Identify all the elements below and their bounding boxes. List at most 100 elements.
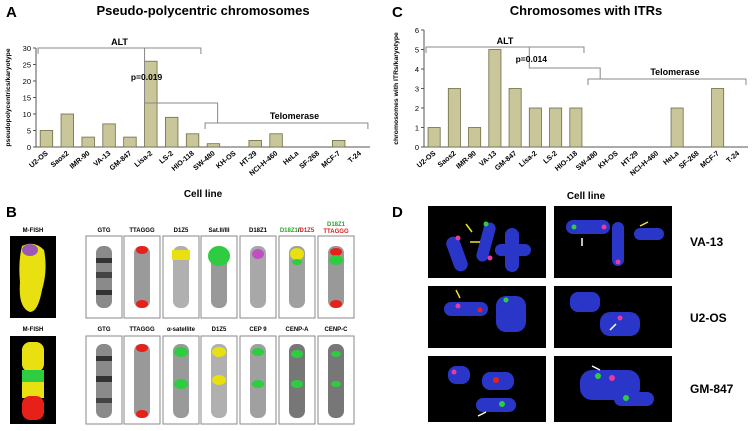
bar [508,88,522,148]
d-label-va13: VA-13 [690,235,723,249]
b-row1-label-6: D18Z1/D1Z5 [280,228,315,234]
bar [144,60,158,148]
x-tick-label: HIO-118 [170,149,196,173]
telomerase-label: Telomerase [270,111,319,121]
b-row2-d1z5 [200,335,238,425]
chart-itr-chromosomes: Chromosomes with ITRs 0 1 2 3 4 5 6 chromosomes … [393,3,748,202]
b-combo-sep: / [298,228,300,234]
b-row2-label-6: CENP-A [285,327,309,333]
b-row2-mfish [10,336,56,424]
panel-letter-a: A [6,4,17,21]
d-label-gm847: GM-847 [690,382,734,396]
bar [102,123,116,148]
b-row2-label-2: TTAGGG [129,327,155,333]
panel-b-images: M-FISH GTG TTAGGG D1Z5 Sat.II/III D18Z1 … [10,222,355,425]
b-row2-label-4: D1Z5 [212,327,227,333]
bar [185,133,200,148]
b-row1-mfish [10,236,56,318]
y-tick-label: 25 [23,61,31,70]
b-row1-label-2: TTAGGG [129,228,155,234]
p-value: p=0.019 [131,72,163,82]
bar [447,88,461,148]
chart-title: Pseudo-polycentric chromosomes [96,3,309,18]
b-combo-green: D18Z1 [280,228,299,234]
bar [123,136,137,148]
y-tick-label: 5 [27,127,31,136]
d-label-u2os: U2-OS [690,311,727,325]
y-tick-label: 6 [415,26,419,35]
y-tick-label: 2 [415,104,419,113]
x-tick-label: Saos2 [436,149,458,170]
b-combo-red: D1Z5 [300,228,315,234]
x-tick-label: Lisa-2 [517,149,539,169]
x-tick-label: SW-480 [574,149,600,172]
x-tick-label: SW-480 [191,149,217,172]
b-row2-label-0: M-FISH [23,327,44,333]
x-tick-label: SF-268 [297,149,321,171]
p-value: p=0.014 [516,54,548,64]
bar [711,88,725,148]
b-row1-label-7b: TTAGGG [323,229,349,235]
chart-title: Chromosomes with ITRs [510,3,662,18]
bar [427,127,441,148]
y-tick-label: 4 [415,65,419,74]
x-tick-label: Saos2 [49,149,71,170]
x-tick-label: Lisa-2 [132,149,154,169]
b-row2-cep9 [239,335,277,425]
b-row2-label-3: α-satellite [167,327,196,333]
d-u2os-right [554,286,672,348]
bar [81,136,95,148]
bar [549,107,563,148]
panel-letter-d: D [392,204,403,221]
y-tick-label: 3 [415,85,419,94]
x-tick-label: T-24 [346,149,363,165]
bar [468,127,482,148]
x-tick-label: T-24 [724,149,741,165]
p-connector [528,47,601,79]
bar [528,107,542,148]
p-connector [144,48,219,123]
b-row1-ttaggg [123,235,161,319]
alt-bracket [37,47,202,54]
telomerase-bracket [204,122,369,129]
y-tick-label: 0 [27,143,31,152]
bar [248,139,262,148]
telomerase-bracket [587,78,747,85]
bar [332,139,346,148]
b-row2-label-1: GTG [98,327,111,333]
x-tick-label: KH-OS [214,149,238,171]
b-row2-asat [162,335,200,425]
y-tick-label: 1 [415,124,419,133]
d-va13-right [554,206,672,278]
bar [488,49,502,148]
bar [165,116,179,148]
b-row1-label-5: D18Z1 [249,228,268,234]
b-row1-d18z1 [239,235,277,319]
d-u2os-left [428,286,546,348]
d-gm847-left [428,356,546,422]
alt-label: ALT [497,36,514,46]
y-tick-label: 30 [23,44,31,53]
b-row2-cenpc [317,335,355,425]
x-tick-label: MCF-7 [698,149,721,170]
x-tick-label: GM-847 [493,149,519,173]
panel-letter-b: B [6,204,17,221]
bar [569,107,583,148]
alt-bracket [425,46,585,53]
telomerase-label: Telomerase [650,67,699,77]
chart-pseudo-polycentric: Pseudo-polycentric chromosomes 0 5 10 15 20 25… [5,3,370,200]
x-axis-label: Cell line [567,191,606,202]
b-row1-satiii [200,235,238,319]
y-tick-label: 20 [23,77,31,86]
x-tick-label: KH-OS [596,149,620,171]
x-tick-label: GM-847 [108,149,134,173]
x-tick-label: HIO-118 [553,149,579,173]
b-row1-gtg [85,235,123,319]
bar [39,130,54,148]
bar [60,113,74,148]
b-row2-cenpa [278,335,316,425]
b-row2-label-5: CEP 9 [249,327,267,333]
b-row1-d1z5 [162,235,200,319]
alt-label: ALT [111,37,128,47]
